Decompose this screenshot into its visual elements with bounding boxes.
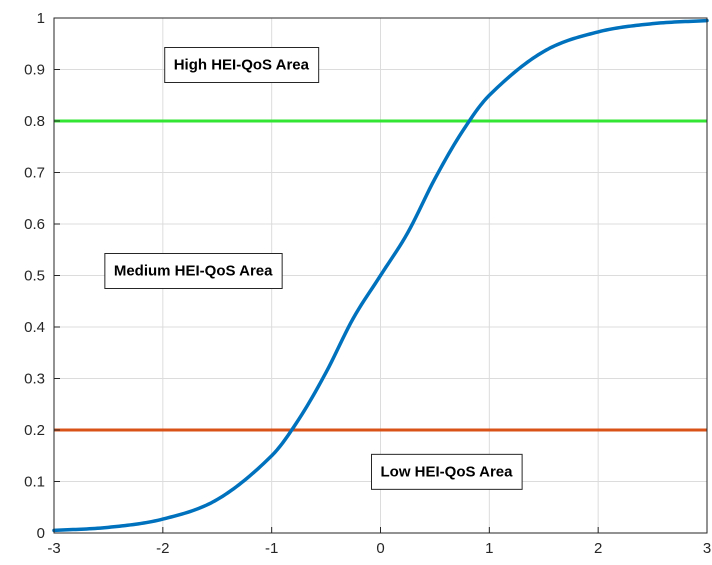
x-tick-label: 1 [485,540,493,557]
y-tick-label: 0.2 [24,422,45,439]
annotation-frame [371,453,523,490]
annotation-label: High HEI-QoS Area [174,57,310,74]
axis-ticks: -3 -2 -1 0 1 2 3 0 0.1 0.2 0.3 0.4 0.5 0.6 0.7 0.8 0.9 1 [24,10,711,557]
sigmoid-curve [52,18,709,533]
x-tick-label: -1 [265,540,278,557]
annotations-layer: High HEI-QoS Area Medium HEI-QoS Area Low … [104,47,523,490]
y-tick-label: 0.1 [24,474,45,491]
annotation-box: High HEI-QoS Area [164,47,320,83]
x-tick-label: -2 [156,540,169,557]
y-tick-label: 0.5 [24,268,45,285]
annotation-box: Medium HEI-QoS Area [104,253,283,289]
x-tick-label: 3 [703,540,711,557]
y-tick-label: 0 [37,525,45,542]
y-tick-label: 0.7 [24,165,45,182]
y-tick-label: 0.3 [24,371,45,388]
x-tick-label: 2 [594,540,602,557]
y-tick-label: 0.9 [24,62,45,79]
threshold-lines [54,119,707,432]
x-tick-label: -3 [47,540,60,557]
annotation-frame [104,253,283,289]
x-tick-label: 0 [376,540,384,557]
y-tick-label: 0.6 [24,216,45,233]
annotation-label: Low HEI-QoS Area [381,463,514,480]
y-tick-label: 0.4 [24,319,45,336]
series-layer [52,18,709,533]
y-tick-label: 0.8 [24,113,45,130]
y-tick-label: 1 [37,10,45,27]
annotation-box: Low HEI-QoS Area [371,453,523,490]
annotation-label: Medium HEI-QoS Area [114,263,273,280]
annotation-frame [164,47,320,83]
